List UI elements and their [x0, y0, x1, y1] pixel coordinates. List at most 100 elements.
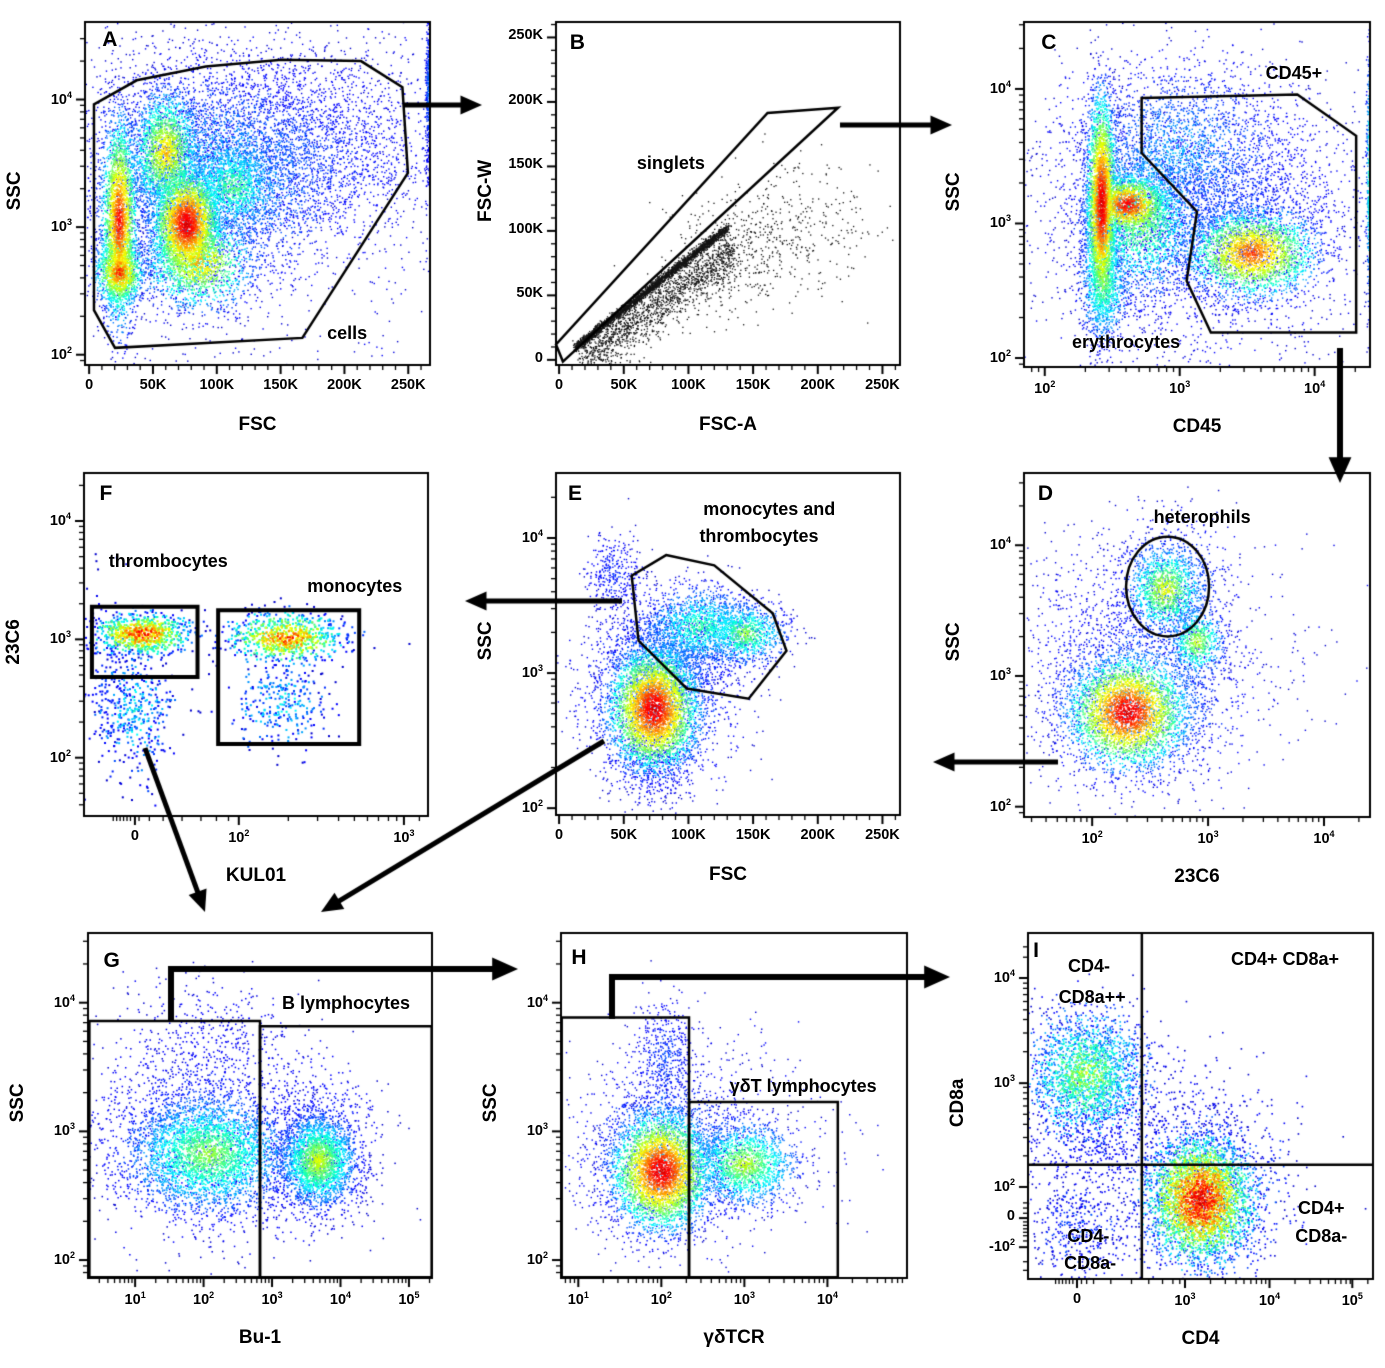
tick-label-x: 100K: [671, 827, 706, 843]
tick-label-y: 0: [534, 349, 543, 366]
tick-label-x: 50K: [139, 377, 167, 393]
tick-label-x: 150K: [735, 827, 771, 843]
gate-label: thrombocytes: [699, 525, 819, 546]
tick-label-x: 105: [1341, 1291, 1363, 1309]
axis-title-x: CD4: [1181, 1328, 1220, 1349]
tick-label-x: 50K: [610, 827, 638, 843]
tick-label-x: 150K: [263, 377, 298, 393]
panel-letter: B: [569, 31, 585, 55]
gate-label: heterophils: [1153, 507, 1251, 528]
tick-label-y: 102: [989, 796, 1011, 815]
tick-label-x: 103: [1197, 829, 1219, 847]
axis-title-y: 23C6: [3, 618, 25, 665]
panel-letter: I: [1033, 938, 1040, 962]
tick-label-y: 250K: [508, 27, 543, 44]
tick-label-y: 103: [989, 665, 1011, 684]
tick-label-y: 103: [53, 1121, 75, 1140]
axis-title-x: FSC: [709, 864, 747, 885]
gate-label: thrombocytes: [108, 551, 228, 572]
tick-label-x: 104: [1313, 829, 1335, 847]
gate-label: monocytes: [307, 576, 403, 597]
panel-letter: H: [571, 945, 587, 969]
tick-label-y: 104: [526, 992, 548, 1011]
tick-label-y: 103: [49, 629, 71, 648]
tick-label-x: 103: [393, 828, 415, 846]
axis-title-x: FSC-A: [698, 414, 758, 435]
tick-label-x: 104: [329, 1290, 352, 1308]
tick-label-y: 104: [50, 89, 72, 108]
gate-label: CD8a++: [1058, 986, 1126, 1007]
tick-label-y: 104: [989, 78, 1011, 97]
gate-label: CD4+ CD8a+: [1230, 948, 1340, 969]
tick-label-x: 250K: [865, 827, 900, 843]
axis-title-x: FSC: [238, 414, 277, 435]
tick-label-x: 102: [228, 828, 250, 846]
tick-label-x: 104: [1258, 1291, 1281, 1309]
panel-letter: D: [1037, 482, 1053, 506]
tick-label-x: 150K: [735, 377, 771, 393]
gate-label: cells: [327, 323, 368, 344]
tick-label-x: 102: [193, 1290, 215, 1308]
tick-label-x: 103: [733, 1290, 755, 1308]
tick-label-x: 103: [1169, 379, 1191, 397]
tick-label-y: 102: [989, 348, 1011, 366]
gate-label: CD4-: [1067, 1226, 1110, 1247]
tick-label-x: 105: [398, 1290, 420, 1308]
axis-title-x: Bu-1: [238, 1327, 282, 1348]
axis-title-y: SSC: [7, 1082, 29, 1122]
tick-label-y: 102: [50, 344, 72, 363]
tick-label-y: 104: [989, 535, 1011, 554]
gate-label: CD4+: [1297, 1197, 1345, 1218]
tick-label-y: 103: [50, 217, 72, 235]
axis-title-x: CD45: [1172, 416, 1222, 437]
tick-label-y: 102: [993, 1176, 1015, 1195]
tick-label-x: 102: [650, 1290, 672, 1308]
tick-label-x: 0: [130, 828, 139, 844]
tick-label-y: 102: [49, 747, 71, 766]
tick-label-x: 100K: [671, 377, 706, 393]
axis-title-y: SSC: [943, 171, 965, 211]
axis-title-y: CD8a: [947, 1078, 969, 1128]
tick-label-x: 250K: [865, 377, 900, 393]
axis-title-y: SSC: [480, 1082, 502, 1122]
gate-label: γδT lymphocytes: [729, 1076, 877, 1097]
tick-label-x: 0: [555, 377, 564, 393]
tick-label-x: 101: [567, 1290, 589, 1308]
tick-label-x: 0: [85, 377, 94, 393]
tick-label-x: 50K: [610, 377, 638, 393]
tick-label-y: 100K: [508, 220, 543, 237]
axis-title-y: FSC-W: [475, 159, 497, 222]
gate-label: CD4-: [1068, 955, 1111, 976]
tick-label-y: 102: [521, 798, 543, 816]
tick-label-x: 102: [1034, 379, 1056, 397]
tick-label-x: 0: [555, 827, 564, 843]
tick-label-y: 102: [53, 1250, 75, 1268]
tick-label-y: 103: [989, 213, 1011, 232]
tick-label-y: 103: [521, 663, 543, 681]
panel-letter: A: [102, 27, 118, 51]
gate-label: CD8a-: [1064, 1253, 1117, 1274]
gate-label: B lymphocytes: [281, 993, 411, 1014]
tick-label-y: -102: [989, 1237, 1015, 1255]
tick-label-x: 200K: [327, 377, 362, 393]
tick-label-x: 103: [1174, 1291, 1196, 1309]
tick-label-y: 200K: [508, 91, 543, 108]
tick-label-x: 103: [261, 1290, 283, 1308]
gate-label: monocytes and: [703, 498, 836, 519]
tick-label-x: 104: [1304, 379, 1326, 397]
axis-title-y: SSC: [943, 622, 965, 662]
axis-title-x: 23C6: [1174, 866, 1220, 887]
panel-letter: C: [1041, 31, 1057, 55]
tick-label-y: 103: [526, 1121, 548, 1140]
gate-label: erythrocytes: [1072, 332, 1181, 353]
axis-title-y: SSC: [4, 170, 26, 210]
tick-label-y: 104: [49, 511, 71, 529]
gate-label: CD8a-: [1295, 1226, 1348, 1247]
tick-label-x: 104: [816, 1290, 838, 1308]
tick-label-y: 104: [993, 967, 1015, 986]
tick-label-x: 250K: [390, 377, 426, 393]
panel-letter: G: [103, 949, 120, 973]
tick-label-y: 50K: [516, 285, 543, 302]
